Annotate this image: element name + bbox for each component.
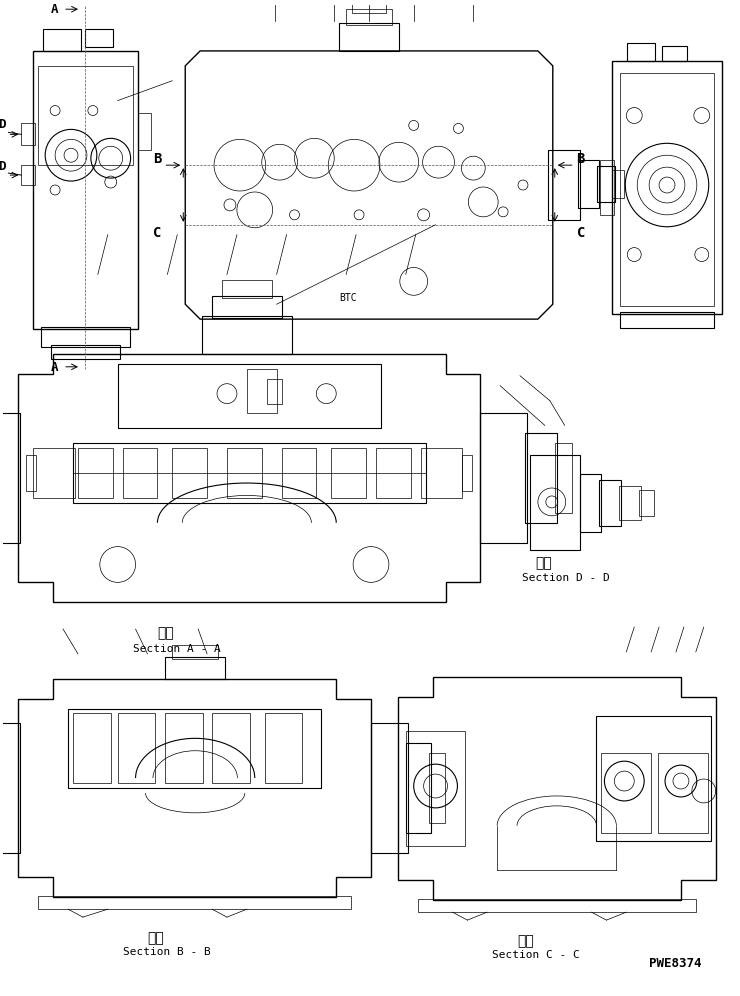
- Bar: [282, 448, 317, 498]
- Bar: [38, 66, 132, 165]
- Text: Section B - B: Section B - B: [123, 947, 210, 957]
- Bar: [27, 455, 36, 491]
- Bar: [172, 645, 218, 659]
- Bar: [212, 713, 250, 783]
- Bar: [600, 160, 614, 215]
- Bar: [596, 716, 710, 841]
- Bar: [68, 708, 321, 788]
- Bar: [73, 443, 426, 503]
- Bar: [376, 448, 411, 498]
- Bar: [599, 480, 622, 526]
- Bar: [78, 448, 112, 498]
- Bar: [346, 9, 392, 25]
- Bar: [417, 899, 696, 912]
- Bar: [172, 448, 207, 498]
- Text: B: B: [576, 152, 585, 166]
- Bar: [227, 448, 262, 498]
- Bar: [41, 327, 130, 347]
- Bar: [73, 713, 111, 783]
- Bar: [138, 113, 152, 150]
- Bar: [555, 443, 572, 513]
- Bar: [51, 345, 120, 359]
- Text: B: B: [153, 152, 162, 166]
- Bar: [123, 448, 158, 498]
- Bar: [43, 29, 81, 51]
- Bar: [0, 413, 20, 543]
- Bar: [118, 713, 155, 783]
- Bar: [118, 364, 381, 428]
- Bar: [658, 753, 707, 833]
- Bar: [33, 448, 75, 498]
- Bar: [212, 296, 282, 318]
- Bar: [265, 713, 303, 783]
- Bar: [525, 433, 556, 523]
- Bar: [352, 1, 386, 13]
- Text: D: D: [0, 119, 6, 131]
- Bar: [202, 316, 292, 354]
- Bar: [0, 723, 20, 853]
- Bar: [339, 23, 399, 51]
- Bar: [639, 490, 654, 516]
- Text: 断面: 断面: [517, 934, 534, 948]
- Bar: [428, 753, 445, 823]
- Bar: [579, 474, 602, 532]
- Bar: [480, 413, 527, 543]
- Text: A: A: [51, 361, 58, 374]
- Bar: [247, 369, 277, 413]
- Text: A: A: [51, 3, 58, 16]
- Bar: [420, 448, 462, 498]
- Bar: [33, 51, 138, 329]
- Bar: [613, 61, 721, 314]
- Bar: [530, 455, 579, 550]
- Bar: [602, 753, 651, 833]
- Bar: [21, 124, 36, 145]
- Text: C: C: [576, 226, 585, 240]
- Bar: [628, 43, 655, 61]
- Text: C: C: [153, 226, 162, 240]
- Bar: [613, 170, 625, 198]
- Bar: [222, 281, 272, 298]
- Bar: [21, 165, 36, 185]
- Bar: [85, 29, 112, 47]
- Text: 断面: 断面: [158, 626, 174, 640]
- Bar: [406, 731, 465, 846]
- Bar: [578, 160, 599, 208]
- Text: BTC: BTC: [339, 293, 357, 303]
- Bar: [406, 743, 431, 833]
- Text: Section D - D: Section D - D: [522, 574, 610, 584]
- Text: D: D: [0, 160, 6, 173]
- Bar: [662, 46, 687, 61]
- Text: PWE8374: PWE8374: [649, 957, 702, 970]
- Text: 断面: 断面: [147, 931, 164, 945]
- Bar: [462, 455, 472, 491]
- Bar: [38, 896, 352, 909]
- Bar: [165, 713, 203, 783]
- Bar: [332, 448, 366, 498]
- Bar: [619, 486, 641, 520]
- Text: 断面: 断面: [535, 557, 551, 571]
- Bar: [371, 723, 408, 853]
- Bar: [266, 378, 282, 403]
- Text: Section A - A: Section A - A: [132, 643, 221, 654]
- Bar: [620, 312, 713, 328]
- Bar: [548, 150, 579, 220]
- Bar: [620, 73, 713, 306]
- Bar: [597, 166, 616, 202]
- Bar: [165, 657, 225, 678]
- Text: Section C - C: Section C - C: [492, 950, 580, 960]
